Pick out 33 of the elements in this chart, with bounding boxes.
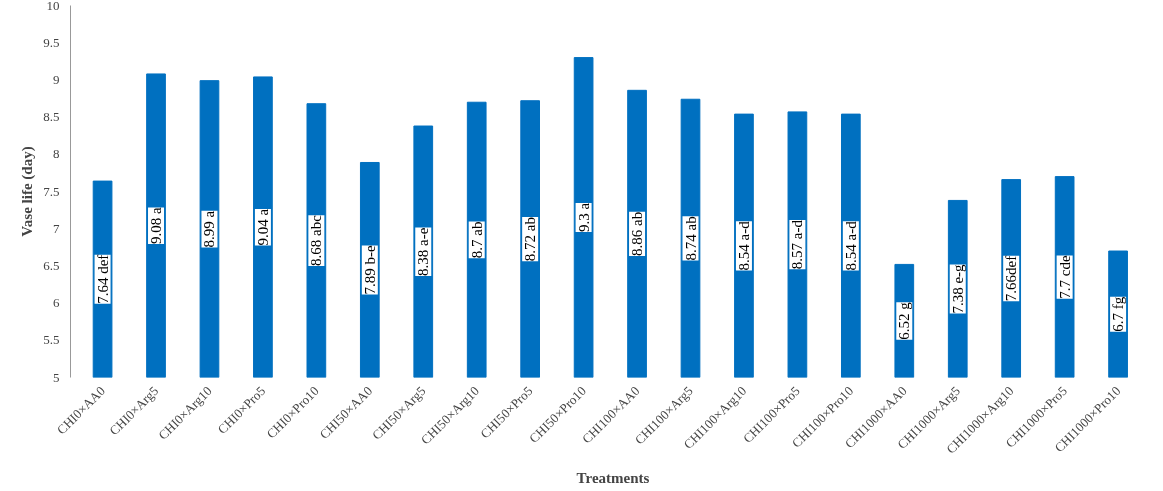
data-label: 8.99 a xyxy=(201,210,218,248)
data-label: 9.08 a xyxy=(148,207,165,245)
data-label: 8.57 a-d xyxy=(789,219,806,270)
data-label: 8.72 ab xyxy=(522,217,539,262)
y-tick-label: 5 xyxy=(53,369,60,385)
x-axis-title: Treatments xyxy=(576,469,650,486)
data-label: 7.89 b-e xyxy=(361,245,378,295)
data-label: 6.7 fg xyxy=(1110,296,1127,332)
data-label: 7.64 def xyxy=(94,254,111,304)
data-label: 8.54 a-d xyxy=(842,220,859,271)
data-label: 8.38 a-e xyxy=(415,227,432,276)
y-tick-label: 7 xyxy=(53,220,60,236)
data-label: 9.3 a xyxy=(575,202,592,233)
y-tick-label: 9.5 xyxy=(43,34,60,50)
data-label: 8.54 a-d xyxy=(735,220,752,271)
y-tick-label: 8.5 xyxy=(43,109,60,125)
y-tick-label: 5.5 xyxy=(43,332,60,348)
data-label: 7.7 cde xyxy=(1056,255,1073,299)
data-label: 8.68 abc xyxy=(308,214,325,267)
data-label: 9.04 a xyxy=(254,208,271,246)
y-tick-label: 8 xyxy=(53,146,60,162)
y-axis-title: Vase life (day) xyxy=(19,146,37,237)
y-tick-label: 6 xyxy=(53,295,60,311)
y-tick-label: 7.5 xyxy=(43,183,60,199)
data-label: 8.86 ab xyxy=(629,211,646,256)
data-label: 7.66def xyxy=(1003,255,1020,302)
y-tick-label: 10 xyxy=(46,0,60,13)
y-tick-label: 9 xyxy=(53,71,60,87)
data-label: 7.38 e-g xyxy=(949,263,966,314)
data-label: 8.74 ab xyxy=(682,216,699,261)
y-tick-label: 6.5 xyxy=(43,257,60,273)
data-label: 8.7 ab xyxy=(468,221,485,259)
data-label: 6.52 g xyxy=(896,301,913,340)
